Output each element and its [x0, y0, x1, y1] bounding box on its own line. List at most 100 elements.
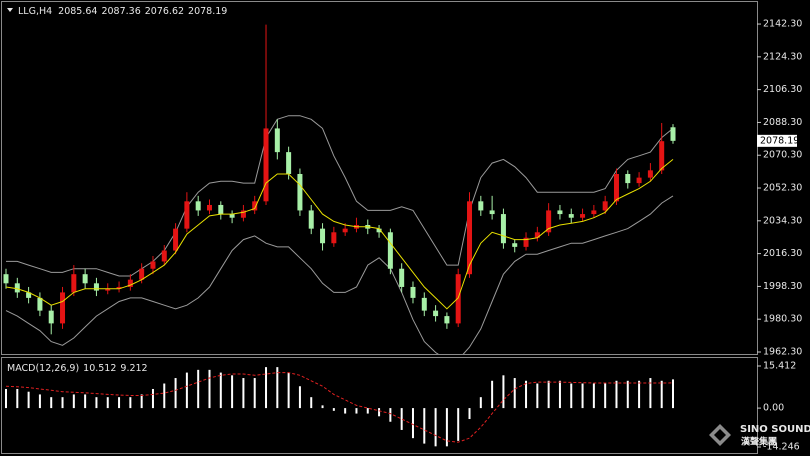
macd-bar: [660, 380, 663, 409]
candle-body: [184, 201, 190, 229]
macd-value: 10.512: [83, 363, 116, 374]
candle-body: [37, 297, 43, 311]
candle-body: [48, 310, 54, 324]
candle-body: [478, 201, 484, 211]
macd-bar: [38, 394, 41, 409]
bollinger-upper: [6, 115, 674, 277]
candle-body: [467, 201, 473, 275]
candle-body: [523, 237, 529, 247]
candle-body: [625, 173, 631, 184]
candle-body: [410, 286, 416, 298]
candle-body: [161, 250, 167, 262]
macd-bar: [672, 379, 674, 409]
price-plot: [3, 24, 676, 354]
candle-body: [489, 210, 495, 215]
macd-bar: [50, 397, 53, 409]
y-tick-label: 2070.30: [763, 150, 802, 161]
header-low: 2076.62: [145, 6, 184, 17]
candle-body: [568, 214, 574, 218]
candle-body: [613, 173, 619, 202]
candle-body: [240, 210, 246, 218]
candle-body: [546, 210, 552, 233]
candle-body: [252, 201, 258, 211]
macd-bar: [434, 408, 437, 447]
candle-body: [580, 214, 586, 218]
macd-bar: [321, 405, 324, 409]
macd-bar: [378, 408, 381, 417]
y-tick-label: 1980.30: [763, 314, 802, 325]
macd-bar: [649, 378, 652, 409]
macd-bar: [581, 383, 584, 409]
macd-bar: [638, 380, 641, 409]
candle-body: [139, 268, 145, 280]
candle-body: [116, 286, 122, 289]
macd-bar: [513, 378, 516, 409]
macd-bar: [287, 372, 290, 409]
header-close: 2078.19: [188, 6, 227, 17]
price-tag: 2078.19: [760, 135, 799, 146]
candle-body: [591, 210, 597, 215]
candle-body: [320, 228, 326, 244]
candle-body: [26, 292, 32, 298]
macd-bar: [185, 372, 188, 409]
bollinger-lower: [5, 195, 674, 354]
macd-bar: [197, 369, 200, 409]
macd-bar: [525, 380, 528, 409]
macd-bar: [389, 408, 392, 422]
chart-header: LLG,H4 2085.64 2087.36 2076.62 2078.19: [18, 6, 227, 17]
macd-bar: [118, 397, 121, 409]
macd-bar: [570, 383, 573, 409]
y-tick-label: 2016.30: [763, 248, 802, 259]
macd-header: MACD(12,26,9) 10.512 9.212: [7, 363, 148, 374]
macd-bar: [84, 394, 87, 409]
candle-body: [286, 152, 292, 174]
candle-body: [500, 214, 506, 244]
macd-bar: [151, 388, 154, 409]
header-open: 2085.64: [58, 6, 97, 17]
candle-body: [173, 228, 179, 251]
candle-body: [399, 268, 405, 287]
macd-panel-frame: [1, 357, 758, 454]
menu-arrow[interactable]: [7, 8, 13, 12]
macd-bar: [140, 394, 143, 409]
candle-body: [387, 232, 393, 269]
macd-bar: [298, 386, 301, 409]
header-high: 2087.36: [101, 6, 140, 17]
macd-bar: [72, 394, 75, 409]
candle-body: [421, 297, 427, 311]
candle-body: [127, 279, 133, 287]
macd-bar: [129, 397, 132, 409]
macd-bar: [400, 408, 403, 430]
macd-bar: [502, 375, 505, 409]
macd-bar: [457, 408, 460, 441]
macd-tick-label: -14.246: [763, 442, 800, 453]
candle-body: [308, 210, 314, 229]
macd-bar: [310, 397, 313, 409]
macd-bar: [27, 391, 30, 409]
macd-bar: [16, 388, 19, 409]
candle-body: [659, 141, 665, 171]
macd-bar: [95, 397, 98, 409]
macd-bar: [163, 383, 166, 409]
macd-bar: [592, 383, 595, 409]
macd-bar: [208, 369, 211, 409]
macd-bar: [219, 372, 222, 409]
macd-bar: [411, 408, 414, 439]
candle-body: [60, 292, 66, 324]
macd-bar: [231, 375, 234, 409]
moving-average: [5, 159, 674, 310]
candle-body: [647, 170, 653, 178]
y-tick-label: 2088.30: [763, 117, 802, 128]
macd-bar: [547, 380, 550, 409]
candle-body: [331, 232, 337, 244]
candle-body: [263, 128, 269, 202]
candle-body: [297, 173, 303, 211]
candle-body: [105, 288, 111, 291]
y-tick-label: 1998.30: [763, 281, 802, 292]
macd-bar: [626, 380, 629, 409]
candle-body: [82, 274, 88, 284]
macd-plot: [5, 367, 674, 447]
candle-body: [670, 127, 676, 141]
